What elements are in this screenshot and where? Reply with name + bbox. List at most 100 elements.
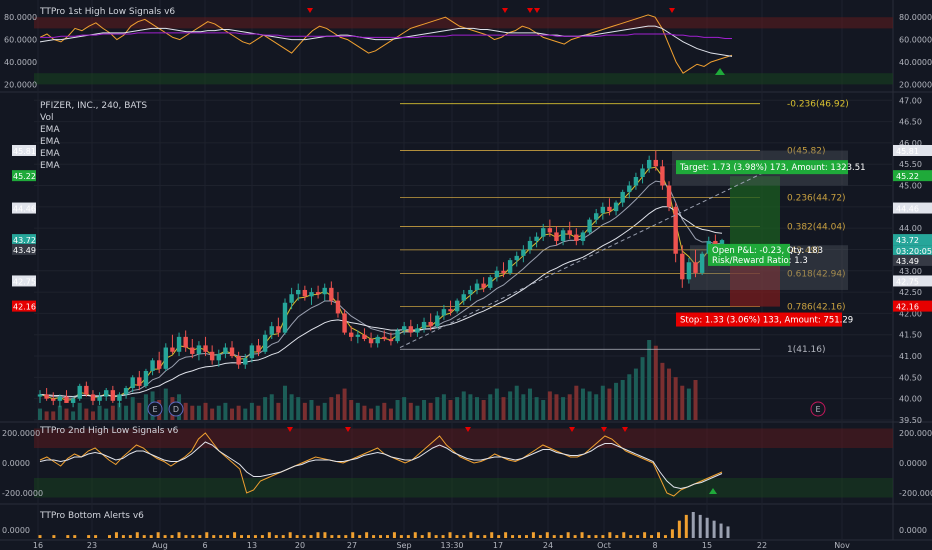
trend-line xyxy=(399,159,791,348)
mid-sell-marker xyxy=(622,427,628,432)
volume-bar xyxy=(90,411,95,420)
left-price-tag-bg xyxy=(12,243,36,255)
volume-bar xyxy=(415,405,420,420)
volume-bar xyxy=(335,394,340,420)
oversold-band xyxy=(34,73,893,85)
mid-y-tick-label-left: 0.0000 xyxy=(2,459,30,468)
alert-bar xyxy=(73,535,77,538)
alert-bar xyxy=(629,535,633,538)
left-price-tag-bg xyxy=(12,275,36,287)
alert-bar xyxy=(219,535,223,538)
candle-body xyxy=(196,345,202,354)
volume-bar xyxy=(614,382,619,420)
volume-bar xyxy=(600,385,605,420)
top-oscillator-pane[interactable] xyxy=(34,8,893,85)
candle-body xyxy=(666,185,672,207)
x-tick-label: Oct xyxy=(597,541,611,550)
candle-body xyxy=(607,206,612,212)
volume-bar xyxy=(302,402,307,420)
candle-body xyxy=(474,283,480,290)
volume-bar xyxy=(514,385,519,420)
volume-bar xyxy=(276,402,281,420)
candle-body xyxy=(123,388,129,395)
bottom-alerts-pane[interactable] xyxy=(38,512,730,538)
volume-bar xyxy=(369,408,374,420)
top-y-tick-label-left: 60.0000 xyxy=(4,36,37,45)
volume-bar xyxy=(110,405,115,420)
volume-bar xyxy=(230,408,235,420)
candle-body xyxy=(183,336,188,348)
alert-bar xyxy=(107,535,111,538)
candle-body xyxy=(441,309,447,316)
fib-level-label: 0.236(44.72) xyxy=(787,193,846,203)
volume-bar xyxy=(349,400,354,420)
candle-body xyxy=(501,270,506,273)
mid-oscillator-pane[interactable] xyxy=(34,427,893,498)
candle-body xyxy=(481,283,486,288)
left-price-tag: 42.75 xyxy=(13,277,36,286)
indicator-ema-2[interactable]: EMA xyxy=(40,137,60,147)
alert-bar xyxy=(691,512,695,538)
volume-bar xyxy=(44,411,49,420)
y-tick-label: 41.50 xyxy=(899,331,922,340)
alert-bar xyxy=(205,532,209,538)
alert-bar xyxy=(177,532,181,538)
price-tag: 43.49 xyxy=(896,257,919,266)
price-tag: 44.46 xyxy=(896,205,919,214)
mid-y-tick-label: 200.0000 xyxy=(899,429,932,438)
volume-bar xyxy=(475,397,480,420)
alert-bar xyxy=(559,535,563,538)
bottom-y-tick-label: 0.0000 xyxy=(899,526,927,535)
event-marker-label: E xyxy=(815,405,820,414)
volume-bar xyxy=(84,408,89,420)
sell-signal-marker xyxy=(502,8,508,13)
volume-bar xyxy=(243,408,248,420)
alert-bar xyxy=(52,535,56,538)
x-tick-label: 17 xyxy=(493,541,503,550)
candle-body xyxy=(190,347,195,354)
alert-bar xyxy=(212,535,216,538)
top-y-tick-label-left: 20.0000 xyxy=(4,80,37,89)
indicator-ema-1[interactable]: EMA xyxy=(40,125,60,135)
volume-bar xyxy=(388,408,393,420)
volume-bar xyxy=(455,397,460,420)
alert-bar xyxy=(538,535,542,538)
pl-label: Open P&L: -0.23, Qty: 183 xyxy=(712,246,823,256)
volume-bar xyxy=(521,394,526,420)
alert-bar xyxy=(253,535,257,538)
volume-bar xyxy=(574,385,579,420)
candle-body xyxy=(653,159,658,167)
symbol-title[interactable]: PFIZER, INC., 240, BATS xyxy=(40,101,147,111)
x-tick-label: 13 xyxy=(247,541,257,550)
candle-body xyxy=(428,321,433,327)
volume-bar xyxy=(210,408,215,420)
alert-bar xyxy=(677,520,681,538)
price-tag: 45.22 xyxy=(896,172,919,181)
alert-bar xyxy=(233,532,237,538)
indicator-vol[interactable]: Vol xyxy=(40,113,53,123)
price-pane[interactable]: -0.236(46.92) 0(45.82) 0.236(44.72) 0.382(4… xyxy=(37,100,866,420)
x-tick-label: 15 xyxy=(702,541,712,550)
price-tag: 42.16 xyxy=(896,303,919,312)
alert-bar xyxy=(392,532,396,538)
left-price-tag: 45.81 xyxy=(13,147,36,156)
candle-body xyxy=(408,326,413,333)
candle-body xyxy=(448,309,453,312)
sell-signal-marker xyxy=(669,8,675,13)
volume-bar xyxy=(196,405,201,420)
fib-level-label: 0.618(42.94) xyxy=(787,269,846,279)
volume-bar xyxy=(541,400,546,420)
indicator-ema-4[interactable]: EMA xyxy=(40,161,60,171)
candle-body xyxy=(282,302,288,333)
event-marker-label: E xyxy=(152,405,157,414)
indicator-ema-3[interactable]: EMA xyxy=(40,149,60,159)
alert-bar xyxy=(156,532,160,538)
candle-body xyxy=(176,336,182,352)
volume-bar xyxy=(594,394,599,420)
candle-body xyxy=(262,334,268,352)
alert-bar xyxy=(351,532,355,538)
volume-bar xyxy=(435,397,440,420)
volume-bar xyxy=(117,402,122,420)
volume-bar xyxy=(163,388,168,420)
